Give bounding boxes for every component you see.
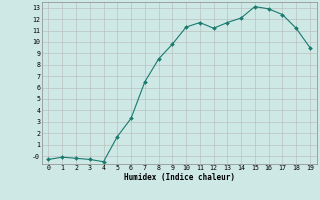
X-axis label: Humidex (Indice chaleur): Humidex (Indice chaleur) — [124, 173, 235, 182]
